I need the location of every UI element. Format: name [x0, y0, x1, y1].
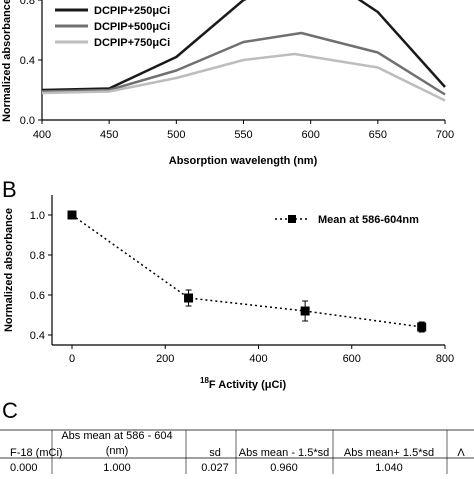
y-tick-label: 1.0	[30, 210, 45, 222]
x-tick-label: 600	[343, 353, 361, 365]
table-header-cell-line: (nm)	[106, 445, 129, 457]
y-tick-label: 0.4	[30, 330, 45, 342]
table-header-cell: Abs mean - 1.5*sd	[239, 447, 330, 459]
table-header-cell: (nm)	[106, 445, 129, 457]
panel-b-y-ticks: 0.4 0.6 0.8 1.0	[30, 210, 52, 342]
panel-b: B 0 200 400 600 800 0.4 0.6 0.8 1.0 Mean at 586…	[2, 177, 454, 391]
table-cell: 0.960	[270, 462, 298, 474]
panel-a: 400 450 500 550 600 650 700 0.0 0.4 0.8 DCPIP+25…	[1, 0, 454, 167]
panel-a-y-label: Normalized absorbance	[1, 0, 13, 122]
spectrum-curve	[41, 0, 446, 92]
table-cell: 1.040	[375, 462, 403, 474]
panel-b-x-label-superscript: 18	[200, 376, 209, 385]
panel-b-label: B	[2, 177, 17, 202]
y-tick-label: 0.0	[20, 115, 35, 127]
panel-b-legend-marker	[288, 215, 296, 223]
panel-b-x-label: 18F Activity (μCi)	[200, 376, 286, 391]
y-tick-label: 0.8	[30, 250, 45, 262]
x-tick-label: 400	[33, 129, 51, 141]
panel-b-x-label-text: F Activity (μCi)	[209, 379, 287, 391]
table-header-cell: Λ	[457, 447, 465, 459]
x-tick-label: 450	[100, 129, 118, 141]
panel-b-legend-label: Mean at 586-604nm	[318, 214, 419, 226]
panel-b-y-label: Normalized absorbance	[3, 208, 15, 332]
panel-a-legend: DCPIP+250μCi DCPIP+500μCi DCPIP+750μCi	[55, 5, 170, 49]
x-tick-label: 650	[369, 129, 387, 141]
panel-b-series	[67, 210, 427, 333]
panel-c: C F-18 (mCi) Abs mean at 586 - 604 (nm) …	[0, 398, 474, 474]
y-tick-label: 0.8	[20, 0, 35, 7]
panel-a-y-ticks: 0.0 0.4 0.8	[20, 0, 42, 127]
panel-b-legend: Mean at 586-604nm	[275, 214, 419, 226]
y-tick-label: 0.6	[30, 290, 45, 302]
panel-b-x-ticks: 0 200 400 600 800	[69, 345, 454, 365]
table-cell: 1.000	[103, 462, 131, 474]
table-header-cell: sd	[209, 447, 221, 459]
table-header-cell-line: Abs mean at 586 - 604	[61, 430, 172, 442]
x-tick-label: 400	[249, 353, 267, 365]
table-header-cell: Abs mean at 586 - 604	[61, 430, 172, 442]
x-tick-label: 800	[436, 353, 454, 365]
data-point	[300, 306, 310, 316]
table-cell: 0.000	[10, 462, 38, 474]
table-header-cell: F-18 (mCi)	[10, 447, 63, 459]
table-header-cell: Abs mean+ 1.5*sd	[344, 447, 434, 459]
panel-a-x-label: Absorption wavelength (nm)	[169, 155, 318, 167]
mean-line	[71, 214, 422, 328]
x-tick-label: 600	[301, 129, 319, 141]
x-tick-label: 700	[436, 129, 454, 141]
x-tick-label: 550	[234, 129, 252, 141]
legend-label: DCPIP+500μCi	[94, 21, 170, 33]
spectrum-curve	[41, 52, 446, 102]
legend-label: DCPIP+250μCi	[94, 5, 170, 17]
y-tick-label: 0.4	[20, 55, 35, 67]
panel-a-x-ticks: 400 450 500 550 600 650 700	[33, 120, 454, 141]
table-column-rules	[51, 430, 448, 474]
panel-c-label: C	[2, 398, 18, 423]
spectrum-curve	[41, 31, 446, 96]
legend-label: DCPIP+750μCi	[94, 37, 170, 49]
x-tick-label: 200	[156, 353, 174, 365]
panel-a-curves	[41, 0, 446, 102]
data-point	[417, 322, 427, 332]
x-tick-label: 0	[69, 353, 75, 365]
data-point	[184, 293, 194, 303]
x-tick-label: 500	[167, 129, 185, 141]
data-point	[67, 210, 77, 220]
table-cell: 0.027	[201, 462, 229, 474]
